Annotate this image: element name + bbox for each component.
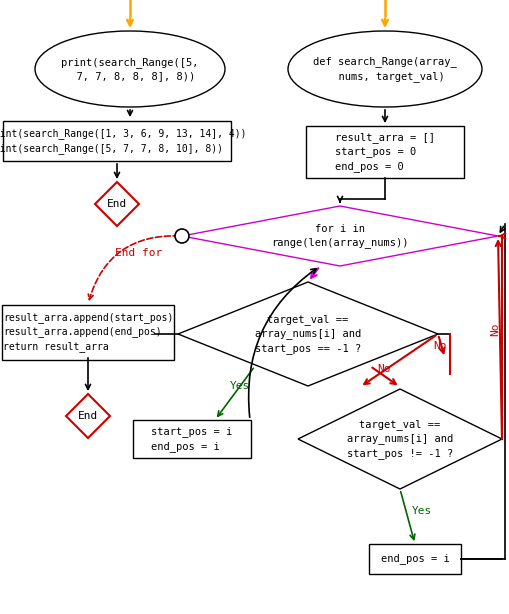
Text: for i in
range(len(array_nums)): for i in range(len(array_nums))	[271, 224, 409, 248]
Text: result_arra.append(start_pos)
result_arra.append(end_pos)
return result_arra: result_arra.append(start_pos) result_arr…	[3, 313, 173, 352]
Ellipse shape	[35, 31, 225, 107]
Polygon shape	[95, 182, 139, 226]
Text: end_pos = i: end_pos = i	[381, 554, 449, 564]
Text: End for: End for	[115, 248, 162, 258]
Text: result_arra = []
start_pos = 0
end_pos = 0: result_arra = [] start_pos = 0 end_pos =…	[335, 133, 435, 171]
Text: No: No	[377, 364, 390, 374]
Text: Yes: Yes	[412, 506, 432, 516]
Bar	[306, 126, 464, 178]
Bar	[3, 121, 231, 161]
Text: print(search_Range([1, 3, 6, 9, 13, 14], 4))
print(search_Range([5, 7, 7, 8, 10]: print(search_Range([1, 3, 6, 9, 13, 14],…	[0, 128, 246, 154]
Text: No: No	[490, 322, 500, 336]
Bar	[369, 544, 461, 574]
Polygon shape	[298, 389, 502, 489]
Polygon shape	[182, 206, 498, 266]
Text: start_pos = i
end_pos = i: start_pos = i end_pos = i	[151, 427, 233, 451]
Text: def search_Range(array_
  nums, target_val): def search_Range(array_ nums, target_val…	[313, 56, 457, 82]
Ellipse shape	[288, 31, 482, 107]
Text: End: End	[78, 411, 98, 421]
Text: End: End	[107, 199, 127, 209]
Text: target_val ==
array_nums[i] and
start_pos == -1 ?: target_val == array_nums[i] and start_po…	[255, 314, 361, 354]
Polygon shape	[66, 394, 110, 438]
Text: No: No	[433, 341, 446, 351]
Bar	[133, 420, 251, 458]
Circle shape	[175, 229, 189, 243]
Bar	[2, 305, 174, 360]
Text: target_val ==
array_nums[i] and
start_pos != -1 ?: target_val == array_nums[i] and start_po…	[347, 419, 453, 459]
Text: print(search_Range([5,
  7, 7, 8, 8, 8], 8)): print(search_Range([5, 7, 7, 8, 8, 8], 8…	[61, 57, 199, 81]
Polygon shape	[178, 282, 438, 386]
Text: Yes: Yes	[230, 381, 250, 391]
